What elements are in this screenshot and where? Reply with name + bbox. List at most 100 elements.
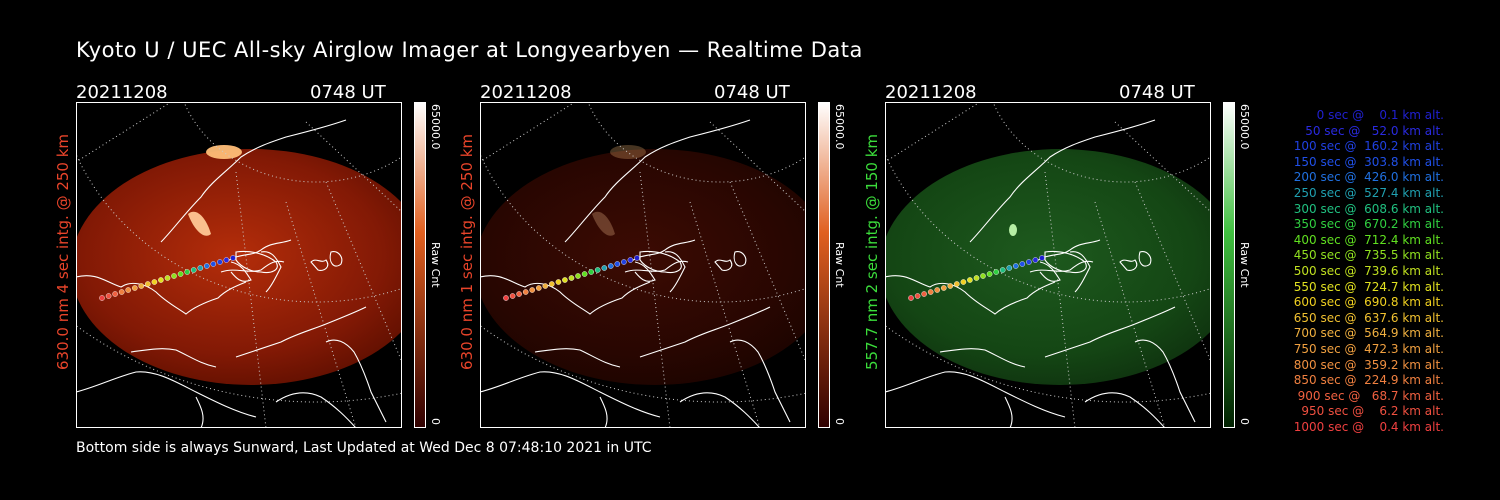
coastline	[885, 119, 1196, 428]
trajectory-point	[138, 283, 145, 289]
trajectory-point	[1019, 261, 1026, 267]
trajectory-point	[999, 267, 1006, 273]
legend-item: 650 sec @ 637.6 km alt.	[1289, 310, 1444, 325]
trajectory-point	[960, 279, 967, 285]
trajectory-point	[197, 265, 204, 271]
colorbar-min-label: 0	[833, 418, 846, 425]
map-graticule	[885, 102, 1211, 428]
trajectory-point	[594, 267, 601, 273]
trajectory-point	[914, 293, 921, 299]
trajectory-point	[158, 277, 164, 283]
legend-item: 1000 sec @ 0.4 km alt.	[1293, 419, 1444, 434]
aurora-arc	[188, 211, 211, 236]
trajectory-point	[125, 287, 132, 293]
trajectory-point	[908, 295, 914, 301]
trajectory-point	[509, 293, 516, 299]
colorbar-max-label: 65000.0	[1238, 104, 1251, 150]
trajectory-point	[210, 261, 217, 267]
trajectory-point	[607, 263, 614, 269]
airglow-disk	[480, 149, 806, 385]
aurora-arc	[592, 211, 615, 236]
aurora-spot	[206, 145, 242, 159]
trajectory-point	[947, 283, 954, 289]
trajectory-point	[164, 275, 171, 281]
panel-side-label: 630.0 nm 1 sec intg. @ 250 km	[458, 133, 476, 370]
panel-time: 0748 UT	[310, 82, 386, 103]
panel-time: 0748 UT	[714, 82, 790, 103]
trajectory-point	[621, 259, 627, 265]
allsky-image-panel	[76, 102, 402, 428]
panel-side-label: 557.7 nm 2 sec intg. @ 150 km	[863, 133, 881, 370]
trajectory-point	[145, 281, 151, 287]
map-graticule	[76, 102, 402, 428]
colorbar-max-label: 65000.0	[833, 104, 846, 150]
aurora-spot	[610, 145, 646, 159]
trajectory-point	[973, 275, 980, 281]
legend-item: 550 sec @ 724.7 km alt.	[1289, 279, 1444, 294]
trajectory-point	[516, 291, 522, 297]
colorbar	[414, 102, 426, 428]
trajectory-point	[934, 287, 941, 293]
trajectory-point	[1012, 263, 1019, 269]
trajectory-point	[203, 263, 210, 269]
legend-item: 750 sec @ 472.3 km alt.	[1289, 341, 1444, 356]
trajectory-point	[171, 273, 177, 279]
legend-item: 200 sec @ 426.0 km alt.	[1289, 170, 1444, 185]
panel-date: 20211208	[885, 82, 977, 103]
trajectory-point	[1032, 257, 1039, 263]
trajectory-point	[568, 275, 575, 281]
colorbar-min-label: 0	[1238, 418, 1251, 425]
trajectory-point	[1039, 255, 1045, 261]
trajectory-point	[536, 285, 542, 291]
airglow-disk	[76, 149, 402, 385]
allsky-image-panel	[885, 102, 1211, 428]
aurora-spot	[1009, 224, 1017, 236]
trajectory-track	[99, 255, 236, 301]
legend-item: 400 sec @ 712.4 km alt.	[1289, 232, 1444, 247]
map-graticule	[480, 102, 806, 428]
legend-item: 800 sec @ 359.2 km alt.	[1289, 357, 1444, 372]
trajectory-point	[954, 281, 960, 287]
legend-item: 50 sec @ 52.0 km alt.	[1297, 123, 1444, 138]
trajectory-point	[503, 295, 509, 301]
trajectory-point	[581, 271, 588, 277]
trajectory-point	[588, 269, 594, 275]
trajectory-point	[627, 257, 634, 263]
trajectory-track	[908, 255, 1045, 301]
legend-item: 500 sec @ 739.6 km alt.	[1289, 263, 1444, 278]
colorbar-unit-label: Raw Cnt	[429, 242, 442, 288]
legend-item: 100 sec @ 160.2 km alt.	[1289, 139, 1444, 154]
trajectory-point	[184, 269, 190, 275]
trajectory-track	[503, 255, 640, 301]
trajectory-point	[555, 279, 562, 285]
allsky-image-panel	[480, 102, 806, 428]
colorbar	[818, 102, 830, 428]
legend-item: 350 sec @ 670.2 km alt.	[1289, 217, 1444, 232]
trajectory-point	[1006, 265, 1013, 271]
legend-item: 450 sec @ 735.5 km alt.	[1289, 248, 1444, 263]
trajectory-point	[190, 267, 197, 273]
trajectory-point	[132, 285, 138, 291]
trajectory-point	[941, 285, 947, 291]
legend-item: 700 sec @ 564.9 km alt.	[1289, 326, 1444, 341]
trajectory-point	[634, 255, 640, 261]
panel-side-label: 630.0 nm 4 sec intg. @ 250 km	[54, 133, 72, 370]
trajectory-point	[230, 255, 236, 261]
trajectory-point	[522, 289, 529, 295]
trajectory-point	[529, 287, 536, 293]
trajectory-point	[562, 277, 568, 283]
colorbar-min-label: 0	[429, 418, 442, 425]
coastline	[480, 119, 791, 428]
trajectory-point	[223, 257, 230, 263]
trajectory-point	[927, 289, 934, 295]
trajectory-point	[542, 283, 549, 289]
trajectory-point	[112, 291, 118, 297]
legend-item: 250 sec @ 527.4 km alt.	[1289, 185, 1444, 200]
trajectory-point	[986, 271, 993, 277]
colorbar	[1223, 102, 1235, 428]
trajectory-point	[993, 269, 999, 275]
trajectory-point	[921, 291, 927, 297]
trajectory-point	[575, 273, 581, 279]
airglow-disk	[885, 149, 1211, 385]
legend-item: 150 sec @ 303.8 km alt.	[1289, 154, 1444, 169]
